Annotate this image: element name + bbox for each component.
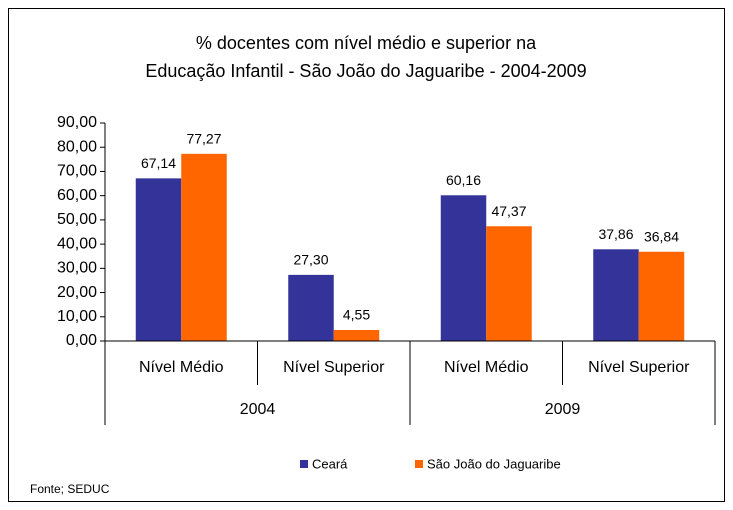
source-note: Fonte; SEDUC xyxy=(30,482,110,496)
value-label: 60,16 xyxy=(446,172,481,188)
value-label: 67,14 xyxy=(141,155,176,171)
y-tick-label: 80,00 xyxy=(57,138,97,155)
group-label: 2009 xyxy=(545,401,581,418)
y-tick-label: 70,00 xyxy=(57,163,97,180)
value-label: 77,27 xyxy=(186,131,221,147)
legend-label: Ceará xyxy=(312,456,348,471)
bar xyxy=(638,251,685,341)
y-tick-label: 40,00 xyxy=(57,235,97,252)
x-tick-label: Nível Superior xyxy=(283,359,385,376)
chart-title: % docentes com nível médio e superior na xyxy=(196,33,537,53)
value-label: 37,86 xyxy=(598,226,633,242)
value-label: 36,84 xyxy=(644,228,679,244)
y-tick-label: 90,00 xyxy=(57,114,97,131)
bar xyxy=(181,153,227,341)
y-tick-label: 30,00 xyxy=(57,260,97,277)
y-tick-label: 10,00 xyxy=(57,308,97,325)
group-label: 2004 xyxy=(240,401,276,418)
x-tick-label: Nível Médio xyxy=(444,359,529,376)
legend-swatch xyxy=(300,460,308,468)
x-tick-label: Nível Superior xyxy=(588,359,690,376)
y-tick-label: 50,00 xyxy=(57,211,97,228)
bar xyxy=(135,178,182,341)
legend-swatch xyxy=(415,460,423,468)
y-tick-label: 60,00 xyxy=(57,187,97,204)
legend-label: São João do Jaguaribe xyxy=(427,456,561,471)
y-tick-label: 20,00 xyxy=(57,284,97,301)
x-tick-label: Nível Médio xyxy=(139,359,224,376)
bar xyxy=(593,249,639,341)
chart-title: Educação Infantil - São João do Jaguarib… xyxy=(145,61,586,81)
bar xyxy=(440,195,487,341)
value-label: 27,30 xyxy=(293,252,328,268)
value-label: 47,37 xyxy=(491,203,526,219)
bar xyxy=(486,226,532,341)
value-label: 4,55 xyxy=(343,307,370,323)
bar xyxy=(333,329,380,341)
bar xyxy=(288,274,334,341)
y-tick-label: 0,00 xyxy=(66,332,97,349)
